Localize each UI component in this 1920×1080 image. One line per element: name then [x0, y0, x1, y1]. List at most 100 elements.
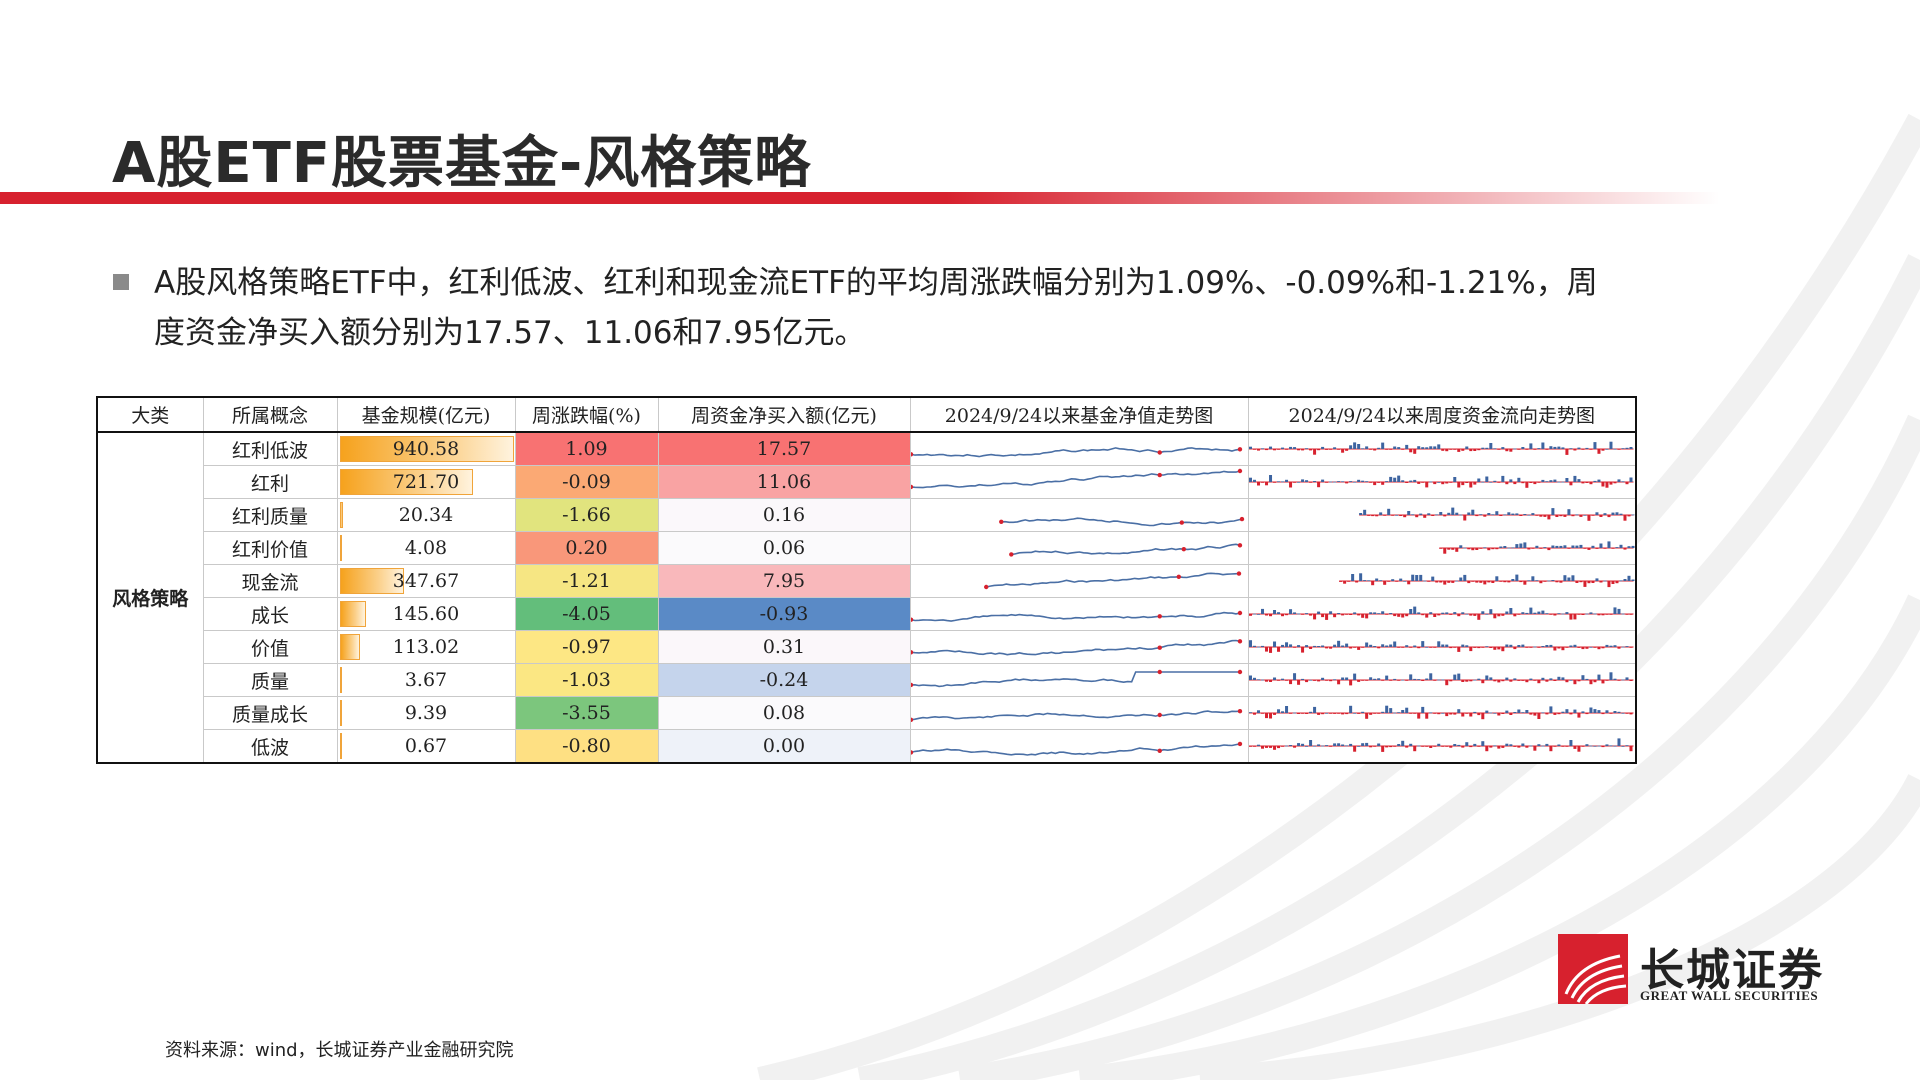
- weekly-change-cell: 0.20: [514, 531, 659, 565]
- flow-sparkline: [1249, 672, 1633, 686]
- fund-scale-bar: [339, 535, 342, 561]
- weekly-change-cell: -1.66: [514, 498, 659, 532]
- fund-scale-cell: 721.70: [336, 465, 516, 499]
- fund-scale-cell: 940.58: [336, 431, 516, 466]
- weekly-flow-cell: 0.06: [657, 531, 911, 565]
- table-header-row: 大类 所属概念 基金规模(亿元) 周涨跌幅(%) 周资金净买入额(亿元) 202…: [96, 396, 1637, 433]
- flow-sparkline-cell: [1247, 597, 1637, 631]
- flow-sparkline-cell: [1247, 663, 1637, 697]
- header-flow-trend: 2024/9/24以来周度资金流向走势图: [1247, 396, 1637, 433]
- fund-scale-bar: [339, 733, 342, 759]
- concept-cell: 红利质量: [202, 498, 338, 532]
- flow-sparkline-cell: [1247, 729, 1637, 764]
- header-concept: 所属概念: [202, 396, 338, 433]
- flow-sparkline-cell: [1247, 564, 1637, 598]
- table-row: 质量 3.67 -1.03 -0.24: [97, 663, 1637, 697]
- header-nav-trend: 2024/9/24以来基金净值走势图: [909, 396, 1249, 433]
- table-row: 低波 0.67 -0.80 0.00: [97, 729, 1637, 764]
- weekly-change-cell: -1.03: [514, 663, 659, 697]
- weekly-flow-cell: -0.93: [657, 597, 911, 631]
- fund-scale-value: 9.39: [404, 702, 448, 724]
- weekly-change-cell: -3.55: [514, 696, 659, 730]
- concept-cell: 质量成长: [202, 696, 338, 730]
- concept-cell: 价值: [202, 630, 338, 664]
- title-underline: [0, 192, 1720, 204]
- table-row: 现金流 347.67 -1.21 7.95: [97, 564, 1637, 598]
- nav-sparkline-cell: [909, 696, 1249, 730]
- weekly-change-cell: -0.09: [514, 465, 659, 499]
- nav-sparkline: [911, 709, 1242, 722]
- category-cell: 风格策略: [96, 431, 204, 764]
- fund-scale-cell: 3.67: [336, 663, 516, 697]
- fund-scale-value: 145.60: [392, 603, 460, 625]
- fund-scale-bar: [339, 502, 344, 528]
- company-logo: 长城证券 GREAT WALL SECURITIES: [1558, 934, 1838, 1006]
- table-row: 风格策略 红利低波 940.58 1.09 17.57: [96, 431, 1637, 764]
- fund-scale-cell: 9.39: [336, 696, 516, 730]
- nav-sparkline: [1008, 543, 1242, 557]
- flow-sparkline: [1249, 475, 1633, 488]
- flow-sparkline: [1249, 640, 1633, 653]
- header-fund-scale: 基金规模(亿元): [336, 396, 516, 433]
- fund-scale-value: 940.58: [392, 438, 460, 460]
- concept-cell: 红利价值: [202, 531, 338, 565]
- nav-sparkline-cell: [909, 663, 1249, 697]
- flow-sparkline-cell: [1247, 630, 1637, 664]
- header-category: 大类: [96, 396, 204, 433]
- logo-name-cn: 长城证券: [1640, 945, 1824, 996]
- flow-sparkline-cell: [1247, 465, 1637, 499]
- weekly-change-cell: -0.97: [514, 630, 659, 664]
- table-body: 风格策略 红利低波 940.58 1.09 17.57 红利 721.70 -0.09 11.0…: [96, 431, 1637, 764]
- logo-mark-icon: [1558, 934, 1628, 1004]
- flow-sparkline: [1249, 606, 1633, 620]
- fund-scale-bar: [339, 601, 367, 627]
- table-row: 红利价值 4.08 0.20 0.06: [97, 531, 1637, 565]
- page-title: A股ETF股票基金-风格策略: [112, 131, 812, 196]
- fund-scale-cell: 347.67: [336, 564, 516, 598]
- fund-scale-bar: [339, 568, 404, 594]
- nav-sparkline: [911, 639, 1242, 656]
- nav-sparkline: [983, 571, 1241, 590]
- concept-cell: 质量: [202, 663, 338, 697]
- logo-name-en: GREAT WALL SECURITIES: [1640, 988, 1819, 1003]
- weekly-change-cell: -0.80: [514, 729, 659, 764]
- fund-scale-cell: 20.34: [336, 498, 516, 532]
- weekly-flow-cell: 0.00: [657, 729, 911, 764]
- flow-sparkline-cell: [1247, 696, 1637, 730]
- nav-sparkline-cell: [909, 630, 1249, 664]
- nav-sparkline-cell: [909, 531, 1249, 565]
- weekly-flow-cell: 0.16: [657, 498, 911, 532]
- fund-scale-cell: 145.60: [336, 597, 516, 631]
- fund-scale-value: 113.02: [392, 636, 460, 658]
- fund-scale-bar: [339, 469, 473, 495]
- fund-scale-bar: [339, 700, 342, 726]
- table-row: 价值 113.02 -0.97 0.31: [97, 630, 1637, 664]
- flow-sparkline: [1438, 541, 1634, 554]
- weekly-flow-cell: 17.57: [657, 431, 911, 466]
- fund-scale-cell: 0.67: [336, 729, 516, 764]
- flow-sparkline: [1249, 441, 1633, 455]
- weekly-flow-cell: -0.24: [657, 663, 911, 697]
- nav-sparkline: [911, 447, 1242, 458]
- source-note: 资料来源：wind，长城证券产业金融研究院: [165, 1040, 514, 1061]
- nav-sparkline-cell: [909, 729, 1249, 764]
- weekly-change-cell: 1.09: [514, 431, 659, 466]
- fund-scale-value: 347.67: [392, 570, 460, 592]
- concept-cell: 现金流: [202, 564, 338, 598]
- fund-scale-cell: 113.02: [336, 630, 516, 664]
- nav-sparkline-cell: [909, 498, 1249, 532]
- concept-cell: 成长: [202, 597, 338, 631]
- nav-sparkline: [911, 468, 1242, 490]
- fund-scale-value: 3.67: [404, 669, 448, 691]
- weekly-flow-cell: 11.06: [657, 465, 911, 499]
- flow-sparkline-cell: [1247, 498, 1637, 532]
- header-weekly-net-flow: 周资金净买入额(亿元): [657, 396, 911, 433]
- weekly-flow-cell: 7.95: [657, 564, 911, 598]
- nav-sparkline-cell: [909, 597, 1249, 631]
- header-weekly-change: 周涨跌幅(%): [514, 396, 659, 433]
- weekly-flow-cell: 0.31: [657, 630, 911, 664]
- nav-sparkline: [911, 669, 1242, 688]
- nav-sparkline-cell: [909, 564, 1249, 598]
- flow-sparkline: [1249, 738, 1633, 752]
- fund-scale-bar: [339, 436, 514, 462]
